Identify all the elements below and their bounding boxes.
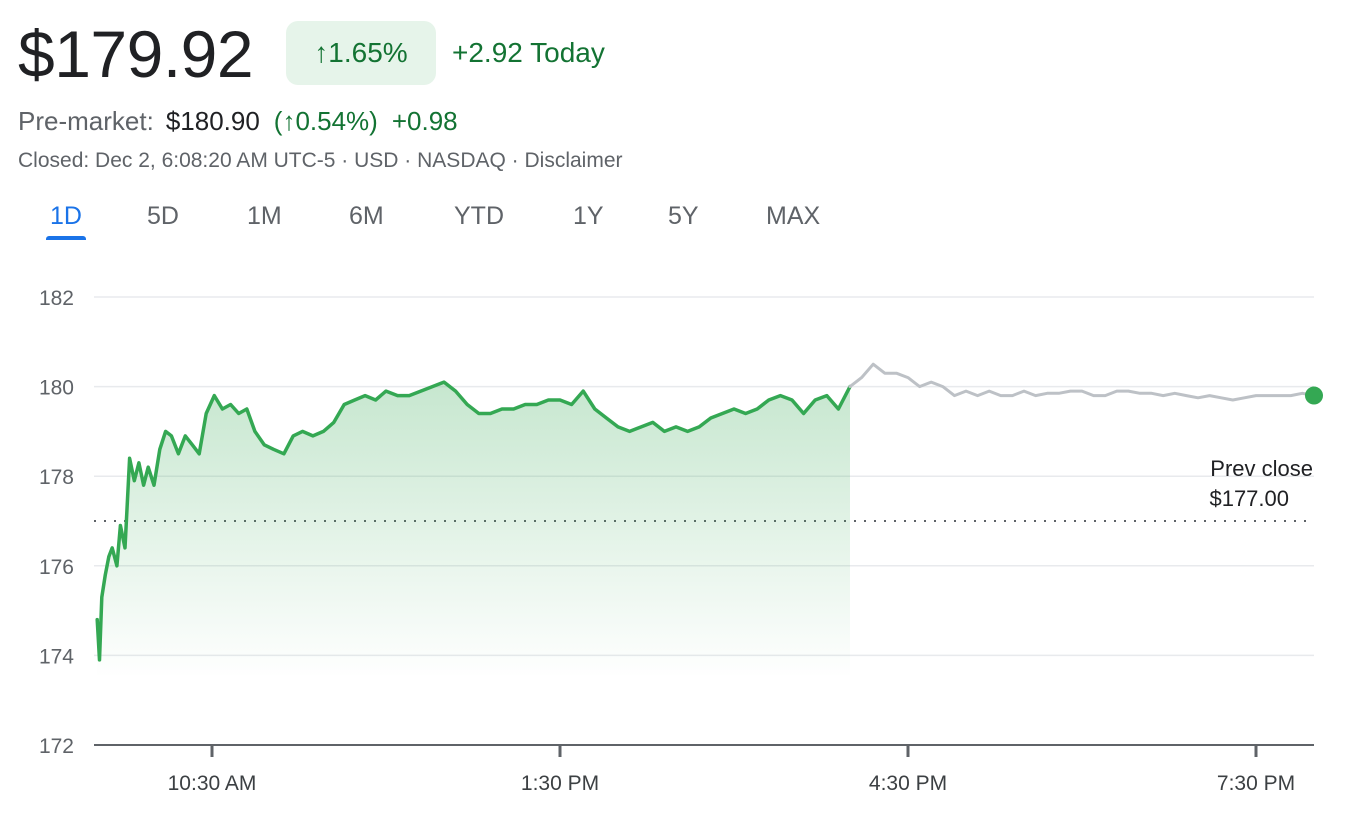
regular-session-area (97, 382, 850, 678)
latest-price-dot (1305, 386, 1323, 405)
x-axis-ticks: 10:30 AM 1:30 PM 4:30 PM 7:30 PM (168, 745, 1295, 795)
premarket-price: $180.90 (165, 106, 260, 136)
premarket-row: Pre-market: $180.90 (↑0.54%) +0.98 (18, 104, 458, 138)
tab-5y[interactable]: 5Y (668, 202, 699, 230)
y-tick-label: 178 (39, 466, 74, 489)
premarket-percent: (↑0.54%) (273, 106, 378, 136)
y-tick-label: 174 (39, 645, 74, 668)
price-chart: 182 180 178 176 174 172 10:30 AM 1:30 PM 4:30 P… (39, 287, 1323, 795)
change-percent-badge: ↑1.65% (286, 21, 436, 85)
y-tick-label: 176 (39, 556, 74, 579)
tab-1y[interactable]: 1Y (573, 202, 604, 230)
change-today: +2.92 Today (452, 37, 605, 68)
market-status-info: Closed: Dec 2, 6:08:20 AM UTC-5 · USD · … (18, 149, 623, 172)
tab-1d[interactable]: 1D (46, 196, 86, 240)
premarket-label: Pre-market: (18, 106, 154, 136)
y-tick-label: 180 (39, 377, 74, 400)
after-hours-line (848, 362, 1316, 402)
y-tick-label: 172 (39, 735, 74, 758)
tab-1m[interactable]: 1M (247, 202, 282, 230)
premarket-change: +0.98 (391, 106, 458, 136)
x-tick-label: 1:30 PM (521, 772, 599, 795)
tab-6m[interactable]: 6M (349, 202, 384, 230)
y-tick-label: 182 (39, 287, 74, 310)
x-tick-label: 10:30 AM (168, 772, 257, 795)
tab-5d[interactable]: 5D (147, 202, 179, 230)
y-axis-labels: 182 180 178 176 174 172 (39, 287, 74, 758)
tab-max[interactable]: MAX (766, 202, 821, 230)
current-price: $179.92 (18, 17, 254, 91)
x-tick-label: 7:30 PM (1217, 772, 1295, 795)
regular-session-line (95, 380, 852, 662)
prev-close-label: Prev close (1210, 456, 1313, 481)
prev-close-value: $177.00 (1209, 486, 1289, 511)
x-tick-label: 4:30 PM (869, 772, 947, 795)
tab-ytd[interactable]: YTD (454, 202, 504, 230)
